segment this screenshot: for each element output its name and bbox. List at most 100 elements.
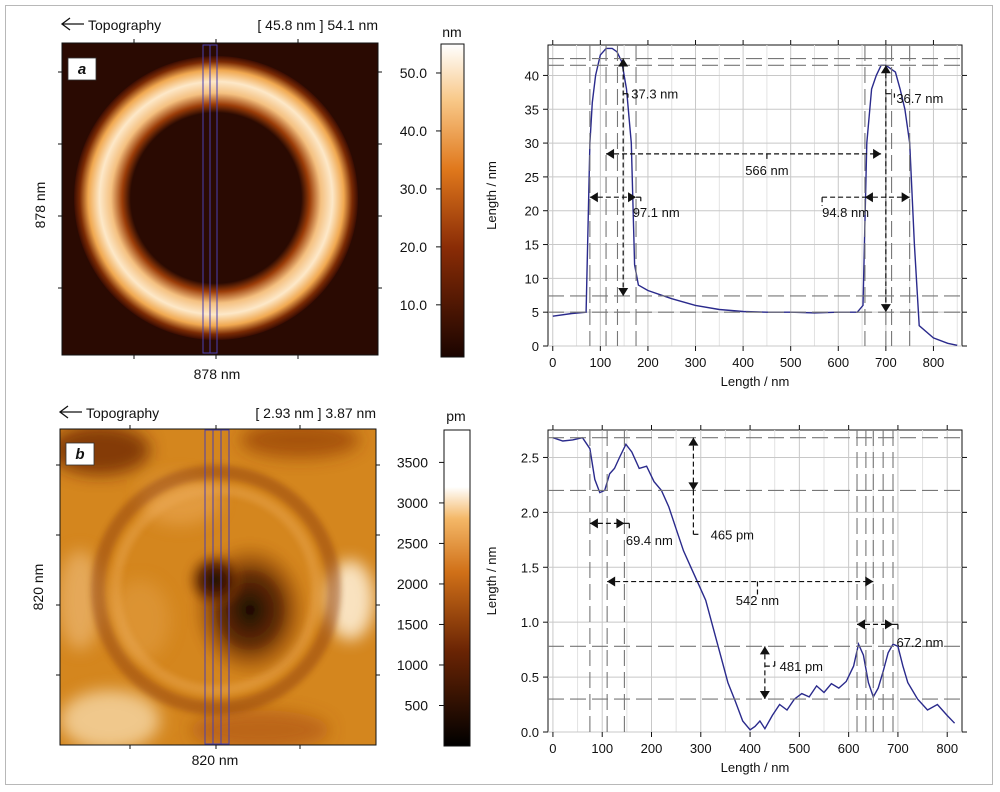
arrow-left-icon: [60, 17, 84, 31]
topo-image-b: b: [56, 425, 380, 749]
arrowhead-icon: [616, 518, 625, 529]
colorbar-tick-label: 2500: [397, 535, 428, 551]
range-text-b: [ 2.93 nm ] 3.87 nm: [255, 405, 376, 421]
series-line: [552, 47, 958, 346]
y-axis-label: Length / nm: [484, 547, 499, 616]
arrowhead-icon: [688, 437, 699, 446]
profile-box-b: [204, 429, 230, 745]
colorbar-tick-label: 50.0: [400, 65, 427, 81]
y-tick-label: 0.5: [521, 670, 539, 685]
arrowhead-icon: [759, 646, 770, 655]
arrowhead-icon: [873, 148, 882, 159]
range-text-a: [ 45.8 nm ] 54.1 nm: [257, 17, 378, 33]
y-tick-label: 1.5: [521, 560, 539, 575]
x-tick-label: 0: [549, 355, 556, 370]
annotations-b: 69.4 nm 465 pm 542 nm 67.2 nm 481 pm: [548, 430, 962, 732]
x-tick-label: 100: [589, 355, 611, 370]
y-tick-label: 2.0: [521, 505, 539, 520]
colorbar-a: nm 50.0 40.0 30.0 20.0 10.0: [400, 24, 465, 358]
annotation-label: 566 nm: [745, 163, 788, 178]
colorbar-tick-label: 1000: [397, 657, 428, 673]
y-tick-label: 20: [525, 204, 539, 219]
arrowhead-icon: [618, 58, 629, 67]
arrowhead-icon: [880, 304, 891, 313]
arrowhead-icon: [901, 192, 910, 203]
colorbar-tick-label: 500: [405, 697, 429, 713]
y-tick-label: 0.0: [521, 725, 539, 740]
arrowhead-icon: [885, 619, 893, 630]
x-tick-label: 200: [637, 355, 659, 370]
colorbar-tick-label: 1500: [397, 616, 428, 632]
x-tick-label: 100: [591, 741, 613, 756]
arrowhead-icon: [759, 691, 770, 700]
x-tick-label: 600: [838, 741, 860, 756]
colorbar-unit-b: pm: [446, 408, 465, 424]
x-axis-label: Length / nm: [721, 374, 790, 389]
arrowhead-icon: [618, 287, 629, 296]
x-tick-label: 800: [936, 741, 958, 756]
colorbar-tick-label: 3000: [397, 495, 428, 511]
colorbar-b: pm 3500 3000 2500 2000 1500 1000 500: [397, 408, 471, 747]
x-tick-label: 300: [690, 741, 712, 756]
x-tick-label: 700: [887, 741, 909, 756]
panel-letter-a: a: [67, 57, 97, 81]
panel-letter-b-text: b: [75, 446, 84, 463]
topo-header-a: Topography [ 45.8 nm ] 54.1 nm: [60, 17, 378, 33]
arrowhead-icon: [628, 192, 637, 203]
x-tick-label: 0: [549, 741, 556, 756]
y-tick-label: 40: [525, 68, 539, 83]
annotations-a: 37.3 nm 566 nm 97.1 nm 94.8 nm 36.7 nm: [548, 45, 962, 346]
topo-label-b: Topography: [86, 405, 159, 421]
profile-chart-b: 0 100 200 300 400 500 600 700 800 0.0 0.5 1.0 1.5 2.0…: [484, 425, 967, 775]
y-size-label-b: 820 nm: [30, 564, 46, 611]
panel-letter-b: b: [65, 442, 95, 466]
annotation-label: 94.8 nm: [822, 205, 869, 220]
arrow-left-icon: [58, 405, 82, 419]
annotation-label: 481 pm: [780, 659, 823, 674]
arrowhead-icon: [865, 576, 874, 587]
arrowhead-icon: [589, 192, 598, 203]
x-axis-label: Length / nm: [721, 760, 790, 775]
x-size-label-a: 878 nm: [194, 366, 241, 382]
y-tick-label: 30: [525, 136, 539, 151]
y-tick-label: 2.5: [521, 450, 539, 465]
x-tick-label: 700: [875, 355, 897, 370]
y-tick-label: 35: [525, 102, 539, 117]
x-tick-label: 200: [641, 741, 663, 756]
profile-chart-a: 0 100 200 300 400 500 600 700 800 0 5 10 15 20 25 30 35 4…: [484, 40, 967, 389]
y-tick-label: 0: [532, 339, 539, 354]
x-tick-label: 400: [732, 355, 754, 370]
y-axis-label: Length / nm: [484, 161, 499, 230]
annotation-label: 69.4 nm: [626, 533, 673, 548]
colorbar-tick-label: 10.0: [400, 297, 427, 313]
x-tick-label: 600: [827, 355, 849, 370]
figure-frame: [5, 5, 993, 785]
x-size-label-b: 820 nm: [192, 752, 239, 768]
annotation-label: 36.7 nm: [896, 91, 943, 106]
x-tick-label: 800: [923, 355, 945, 370]
colorbar-tick-label: 2000: [397, 576, 428, 592]
x-tick-label: 300: [685, 355, 707, 370]
arrowhead-icon: [688, 482, 699, 491]
arrowhead-icon: [607, 576, 616, 587]
y-tick-label: 10: [525, 271, 539, 286]
topo-image-a: a: [58, 39, 382, 359]
y-tick-label: 15: [525, 238, 539, 253]
arrowhead-icon: [589, 518, 598, 529]
topo-header-b: Topography [ 2.93 nm ] 3.87 nm: [58, 405, 376, 421]
colorbar-tick-label: 30.0: [400, 181, 427, 197]
annotation-label: 97.1 nm: [633, 205, 680, 220]
y-size-label-a: 878 nm: [32, 182, 48, 229]
colorbar-tick-label: 20.0: [400, 239, 427, 255]
arrowhead-icon: [606, 148, 615, 159]
topo-label-a: Topography: [88, 17, 161, 33]
y-tick-label: 25: [525, 170, 539, 185]
x-tick-label: 500: [780, 355, 802, 370]
x-tick-label: 500: [789, 741, 811, 756]
y-tick-label: 5: [532, 305, 539, 320]
annotation-label: 465 pm: [711, 527, 754, 542]
arrowhead-icon: [857, 619, 866, 630]
x-tick-label: 400: [739, 741, 761, 756]
colorbar-unit-a: nm: [442, 24, 461, 40]
